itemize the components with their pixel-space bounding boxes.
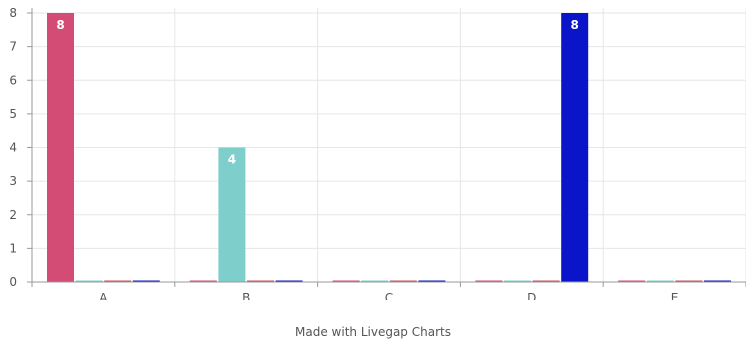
bar-series3-e[interactable] xyxy=(675,280,703,283)
x-tick-label-e: E xyxy=(671,291,679,300)
data-label-series4-d: 8 xyxy=(571,18,579,32)
bar-series2-a[interactable] xyxy=(75,280,103,283)
bar-series4-b[interactable] xyxy=(275,280,303,283)
labels-layer: 0 1 2 3 4 5 6 7 8 A B C D E 8 4 8 xyxy=(9,6,678,300)
bar-series4-a[interactable] xyxy=(132,280,160,283)
bars-layer xyxy=(47,13,731,282)
x-tick-label-c: C xyxy=(385,291,393,300)
grid-layer xyxy=(31,8,746,283)
bar-series2-b[interactable] xyxy=(218,147,246,283)
bar-series2-e[interactable] xyxy=(646,280,674,283)
y-tick-label: 5 xyxy=(9,107,17,121)
bar-chart: 0 1 2 3 4 5 6 7 8 A B C D E 8 4 8 xyxy=(9,6,746,300)
bar-series4-c[interactable] xyxy=(418,280,446,283)
y-tick-label: 4 xyxy=(9,141,17,155)
bar-series4-e[interactable] xyxy=(704,280,731,283)
y-tick-label: 7 xyxy=(9,40,17,54)
bar-series3-b[interactable] xyxy=(247,280,274,283)
y-tick-label: 2 xyxy=(9,208,17,222)
bar-series2-c[interactable] xyxy=(361,280,389,283)
bar-series1-b[interactable] xyxy=(189,280,217,283)
bar-series3-a[interactable] xyxy=(104,280,132,283)
bar-series1-d[interactable] xyxy=(475,280,503,283)
bar-series3-c[interactable] xyxy=(389,280,417,283)
x-tick-label-b: B xyxy=(242,291,250,300)
y-tick-label: 1 xyxy=(9,241,17,255)
bar-series1-a[interactable] xyxy=(47,13,74,282)
y-tick-label: 0 xyxy=(9,275,17,289)
bar-series4-d[interactable] xyxy=(561,13,589,282)
bar-series1-e[interactable] xyxy=(618,280,646,283)
y-tick-label: 6 xyxy=(9,73,17,87)
x-tick-label-a: A xyxy=(99,291,108,300)
bar-series1-c[interactable] xyxy=(332,280,360,283)
bar-series3-d[interactable] xyxy=(532,280,560,283)
bar-series2-d[interactable] xyxy=(504,280,531,283)
x-tick-label-d: D xyxy=(527,291,536,300)
y-tick-label: 8 xyxy=(9,6,17,20)
y-tick-label: 3 xyxy=(9,174,17,188)
axis-layer xyxy=(27,8,746,287)
footer-credit: Made with Livegap Charts xyxy=(295,325,451,339)
data-label-series2-b: 4 xyxy=(228,153,236,167)
data-label-series1-a: 8 xyxy=(56,18,64,32)
